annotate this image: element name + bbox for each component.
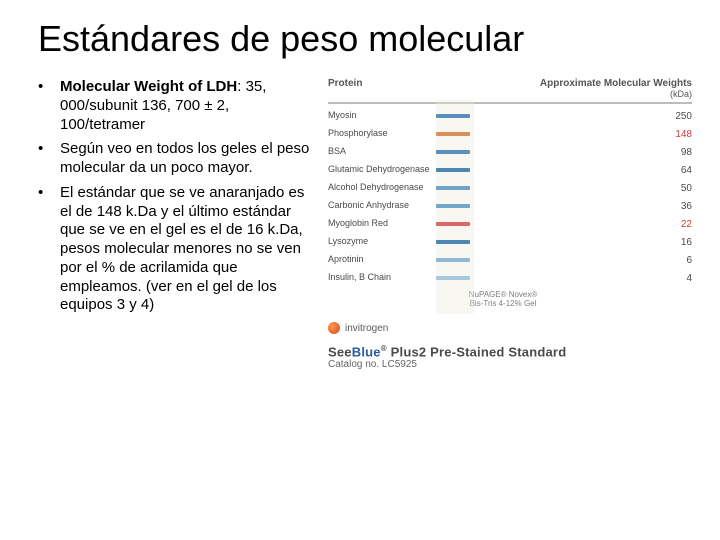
protein-label: Alcohol Dehydrogenase — [328, 183, 433, 192]
table-row: Aprotinin 6 — [328, 254, 692, 266]
bullet-text: El estándar que se ve anaranjado es el d… — [60, 184, 318, 315]
table-row: Glutamic Dehydrogenase 64 — [328, 164, 692, 176]
mw-value: 16 — [652, 237, 692, 248]
table-row: Phosphorylase 148 — [328, 128, 692, 140]
product-name-blue: Blue — [352, 344, 381, 359]
header-kda: (kDa) — [670, 89, 692, 99]
mw-value: 6 — [652, 255, 692, 266]
bullet-bold: Molecular Weight of LDH — [60, 78, 237, 95]
list-item: • El estándar que se ve anaranjado es el… — [38, 184, 318, 315]
protein-label: Carbonic Anhydrase — [328, 201, 433, 210]
gel-band — [436, 132, 470, 136]
gel-lane — [433, 110, 473, 122]
brand-name: invitrogen — [345, 323, 388, 334]
list-item: • Según veo en todos los geles el peso m… — [38, 140, 318, 178]
bullet-text: Molecular Weight of LDH: 35, 000/subunit… — [60, 78, 318, 134]
content-row: • Molecular Weight of LDH: 35, 000/subun… — [38, 78, 692, 530]
mw-value: 36 — [652, 201, 692, 212]
bullet-column: • Molecular Weight of LDH: 35, 000/subun… — [38, 78, 318, 530]
gel-footer-line1: NuPAGE® Novex® — [469, 290, 538, 299]
table-row: BSA 98 — [328, 146, 692, 158]
brand-row: invitrogen — [328, 322, 692, 334]
brand-logo-icon — [328, 322, 340, 334]
mw-value: 250 — [652, 111, 692, 122]
header-divider — [328, 102, 692, 104]
gel-band — [436, 150, 470, 154]
mw-value: 148 — [652, 129, 692, 140]
gel-band — [436, 204, 470, 208]
protein-label: Aprotinin — [328, 255, 433, 264]
protein-label: Myosin — [328, 111, 433, 120]
protein-label: BSA — [328, 147, 433, 156]
gel-band — [436, 276, 470, 280]
table-row: Myoglobin Red 22 — [328, 218, 692, 230]
gel-band — [436, 114, 470, 118]
gel-footer-line2: Bis-Tris 4-12% Gel — [470, 299, 537, 308]
page-title: Estándares de peso molecular — [38, 18, 692, 60]
mw-value: 50 — [652, 183, 692, 194]
table-row: Carbonic Anhydrase 36 — [328, 200, 692, 212]
product-name: SeeBlue® Plus2 Pre-Stained Standard — [328, 344, 692, 359]
figure-header: Protein Approximate Molecular Weights (k… — [328, 78, 692, 100]
protein-label: Insulin, B Chain — [328, 273, 433, 282]
product-name-prefix: See — [328, 344, 352, 359]
figure-column: Protein Approximate Molecular Weights (k… — [328, 78, 692, 530]
gel-band — [436, 168, 470, 172]
gel-lane — [433, 254, 473, 266]
mw-value: 64 — [652, 165, 692, 176]
gel-lane — [433, 128, 473, 140]
bullet-text: Según veo en todos los geles el peso mol… — [60, 140, 318, 178]
gel-band — [436, 222, 470, 226]
header-protein: Protein — [328, 78, 362, 100]
product-block: SeeBlue® Plus2 Pre-Stained Standard Cata… — [328, 344, 692, 370]
product-name-suffix: Plus2 Pre-Stained Standard — [387, 344, 567, 359]
bullet-list: • Molecular Weight of LDH: 35, 000/subun… — [38, 78, 318, 315]
mw-value: 4 — [652, 273, 692, 284]
table-row: Insulin, B Chain 4 — [328, 272, 692, 284]
mw-value: 98 — [652, 147, 692, 158]
list-item: • Molecular Weight of LDH: 35, 000/subun… — [38, 78, 318, 134]
gel-lane — [433, 146, 473, 158]
gel-lane — [433, 182, 473, 194]
table-row: Alcohol Dehydrogenase 50 — [328, 182, 692, 194]
table-row: Lysozyme 16 — [328, 236, 692, 248]
catalog-number: Catalog no. LC5925 — [328, 359, 692, 370]
gel-band — [436, 240, 470, 244]
header-mw: Approximate Molecular Weights — [540, 78, 692, 89]
table-row: Myosin 250 — [328, 110, 692, 122]
gel-lane — [433, 236, 473, 248]
gel-lane — [433, 218, 473, 230]
band-rows: Myosin 250 Phosphorylase 148 BSA 98 Glutamic D… — [328, 110, 692, 284]
protein-label: Myoglobin Red — [328, 219, 433, 228]
gel-lane — [433, 272, 473, 284]
protein-label: Glutamic Dehydrogenase — [328, 165, 433, 174]
bullet-dot: • — [38, 140, 60, 178]
gel-band — [436, 186, 470, 190]
gel-lane — [433, 200, 473, 212]
gel-band — [436, 258, 470, 262]
protein-label: Lysozyme — [328, 237, 433, 246]
bullet-dot: • — [38, 184, 60, 315]
gel-lane — [433, 164, 473, 176]
mw-value: 22 — [652, 219, 692, 230]
bullet-dot: • — [38, 78, 60, 134]
protein-label: Phosphorylase — [328, 129, 433, 138]
